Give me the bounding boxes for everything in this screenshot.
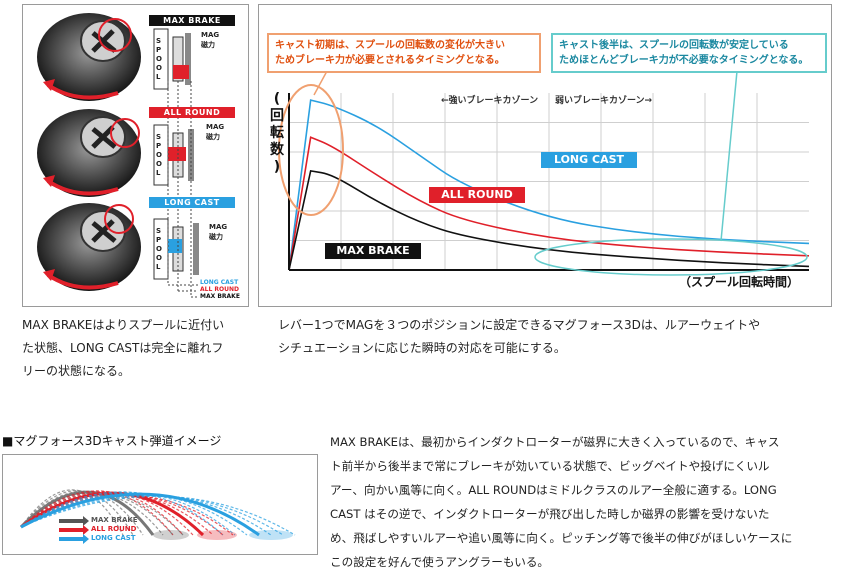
description-line: CAST はその逆で、インダクトローターが飛び出した時しか磁界の影響を受けないた	[330, 507, 770, 521]
trajectory-illustration	[19, 489, 296, 544]
y-axis-label-char: 数	[270, 142, 284, 158]
chart-caption-line: シチュエーションに応じた瞬時の対応を可能にする。	[278, 341, 566, 355]
y-axis-label-char: 転	[270, 125, 284, 141]
callout-late-cast: キャスト後半は、スプールの回転数が安定している ためほとんどブレーキ力が不必要な…	[551, 33, 827, 73]
mechanism-panel: MAX BRAKE ALL ROUND LONG CAST MAG 磁力 MAG…	[22, 4, 249, 307]
landing-glow-long-cast	[249, 530, 293, 540]
callout-late-cast-line: キャスト後半は、スプールの回転数が安定している	[559, 40, 789, 51]
legend-arrow-max-brake	[59, 516, 89, 526]
trajectory-legend-all-round: ALL ROUND	[91, 525, 137, 533]
mechanism-caption: MAX BRAKEはよりスプールに近付い た状態、LONG CASTは完全に離れ…	[22, 314, 252, 383]
series-label-max-brake: MAX BRAKE	[325, 243, 421, 259]
chart-caption: レバー1つでMAGを３つのポジションに設定できるマグフォース3Dは、ルアーウェイ…	[278, 314, 838, 360]
zone-weak-label: 弱いブレーキカゾーン→	[555, 96, 653, 106]
spool-label-1: SPOOL	[156, 37, 162, 81]
trajectory-arc-long-cast	[20, 495, 296, 536]
series-line-long-cast	[288, 99, 810, 271]
series-label-all-round: ALL ROUND	[429, 187, 525, 203]
mag-label-3: MAG	[209, 223, 228, 231]
description-line: め、飛ばしやすいルアーや追い風等に向く。ピッチング等で後半の伸びがほしいケースに	[330, 531, 793, 545]
reel-max-brake-image	[37, 13, 141, 101]
chart-series	[288, 99, 810, 271]
description-line: ト前半から後半まで常にブレーキが効いている状態で、ビッグベイトや投げにくいル	[330, 459, 770, 473]
description-line: MAX BRAKEは、最初からインダクトローターが磁界に大きく入っているので、キ…	[330, 435, 780, 449]
trajectory-heading: ■マグフォース3Dキャスト弾道イメージ	[2, 434, 222, 448]
trajectory-arc-long-cast	[20, 492, 236, 536]
tag-max-brake: MAX BRAKE	[149, 15, 235, 26]
mechanism-caption-line: リーの状態になる。	[22, 364, 131, 378]
trajectory-arc-max-brake	[20, 493, 174, 536]
trajectory-panel: MAX BRAKE ALL ROUND LONG CAST	[2, 454, 318, 555]
description-line: アー、向かい風等に向く。ALL ROUNDはミドルクラスのルアー全般に適する。L…	[330, 483, 777, 497]
brake-description: MAX BRAKEは、最初からインダクトローターが磁界に大きく入っているので、キ…	[330, 430, 850, 574]
zone-strong-label: ←強いブレーキカゾーン	[441, 96, 539, 106]
magnet-label-1: 磁力	[201, 41, 215, 49]
spool-label-3: SPOOL	[156, 227, 162, 271]
tag-all-round: ALL ROUND	[149, 107, 235, 118]
trajectory-legend-long-cast: LONG CAST	[91, 534, 136, 542]
series-line-max-brake	[288, 169, 810, 271]
trajectory-arc-all-round	[20, 490, 174, 536]
early-cast-highlight	[278, 84, 344, 216]
mechanism-caption-line: MAX BRAKEはよりスプールに近付い	[22, 318, 225, 332]
spool-label-2: SPOOL	[156, 133, 162, 177]
legend-arrow-all-round	[59, 525, 89, 535]
magnet-label-3: 磁力	[209, 233, 223, 241]
legend-max-brake: MAX BRAKE	[200, 293, 240, 300]
trajectory-arc-long-cast	[20, 492, 248, 536]
trajectory-arc-max-brake	[19, 490, 155, 536]
legend-all-round: ALL ROUND	[200, 286, 239, 293]
trajectory-arc-long-cast	[20, 491, 224, 536]
series-line-all-round	[288, 136, 810, 271]
trajectory-legend-max-brake: MAX BRAKE	[91, 516, 138, 524]
late-cast-highlight	[534, 238, 808, 276]
callout-right-connector	[720, 70, 738, 242]
callout-early-cast-line: ためブレーキ力が必要とされるタイミングとなる。	[275, 55, 505, 66]
chart-grid	[289, 93, 809, 270]
chart-caption-line: レバー1つでMAGを３つのポジションに設定できるマグフォース3Dは、ルアーウェイ…	[278, 318, 761, 332]
reel-all-round-image	[37, 109, 141, 197]
legend-arrow-long-cast	[59, 534, 89, 544]
mag-label-1: MAG	[201, 31, 220, 39]
series-label-long-cast: LONG CAST	[541, 152, 637, 168]
landing-glow-max-brake	[153, 530, 189, 540]
rpm-chart	[278, 70, 810, 276]
legend-long-cast: LONG CAST	[200, 279, 239, 286]
y-axis-label-char: 回	[270, 108, 284, 124]
callout-late-cast-line: ためほとんどブレーキ力が不必要なタイミングとなる。	[559, 55, 809, 66]
mag-label-2: MAG	[206, 123, 225, 131]
mechanism-illustration	[37, 13, 199, 298]
callout-early-cast-line: キャスト初期は、スプールの回転数の変化が大きい	[275, 40, 505, 51]
reel-long-cast-image	[37, 203, 141, 291]
y-axis-label-char: (	[273, 91, 281, 107]
spool-diagram-max-brake	[153, 28, 191, 90]
trajectory-arc-all-round	[20, 491, 184, 536]
description-line: この設定を好んで使うアングラーもいる。	[330, 555, 550, 569]
y-axis-label-char: )	[273, 159, 281, 175]
callout-early-cast: キャスト初期は、スプールの回転数の変化が大きい ためブレーキ力が必要とされるタイ…	[267, 33, 541, 73]
x-axis-label: （スプール回転時間）	[679, 275, 800, 289]
mechanism-caption-line: た状態、LONG CASTは完全に離れフ	[22, 341, 224, 355]
landing-glow-all-round	[197, 530, 237, 540]
chart-panel: キャスト初期は、スプールの回転数の変化が大きい ためブレーキ力が必要とされるタイ…	[258, 4, 832, 307]
y-axis-label: ( 回 転 数 )	[269, 91, 285, 176]
tag-long-cast: LONG CAST	[149, 197, 235, 208]
magnet-label-2: 磁力	[206, 133, 220, 141]
callout-left-connector	[313, 70, 328, 96]
